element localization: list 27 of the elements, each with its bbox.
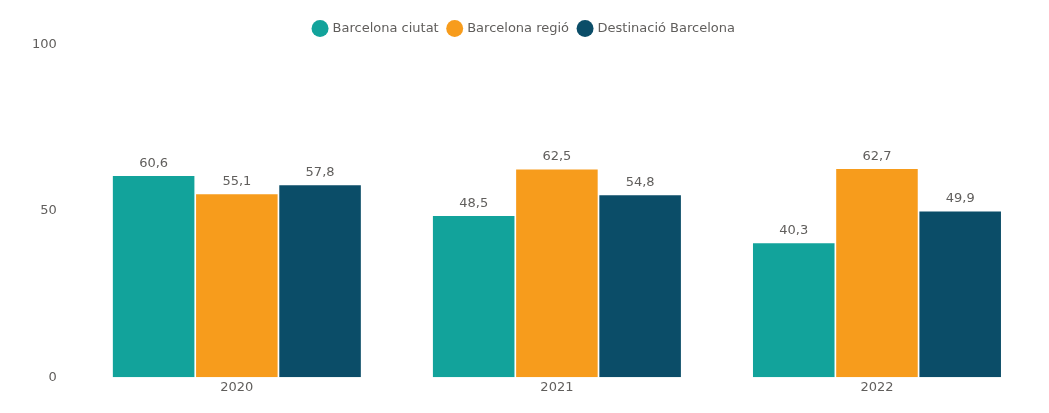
y-tick-label: 0 [48,368,57,384]
data-label: 60,6 [139,154,169,170]
data-label: 55,1 [222,173,252,189]
x-tick-label: 2022 [860,379,894,395]
legend-label: Barcelona ciutat [332,19,439,35]
bar [112,175,195,378]
data-label: 62,7 [862,147,892,163]
data-label: 49,9 [945,190,975,206]
bar [836,168,918,378]
data-label: 48,5 [459,194,489,210]
bar [196,194,278,378]
y-tick-label: 50 [40,202,57,218]
bar [516,169,598,378]
bar [599,195,681,378]
y-tick-label: 100 [31,36,57,52]
legend-label: Barcelona regió [467,19,570,35]
legend-label: Destinació Barcelona [597,19,735,35]
data-label: 57,8 [305,164,335,180]
bar [279,185,361,378]
x-tick-label: 2020 [220,379,254,395]
x-tick-label: 2021 [540,379,574,395]
data-label: 40,3 [779,222,809,238]
bar [752,243,835,378]
bar [919,211,1001,378]
bar [432,216,515,378]
data-label: 62,5 [542,148,572,164]
data-label: 54,8 [625,174,655,190]
